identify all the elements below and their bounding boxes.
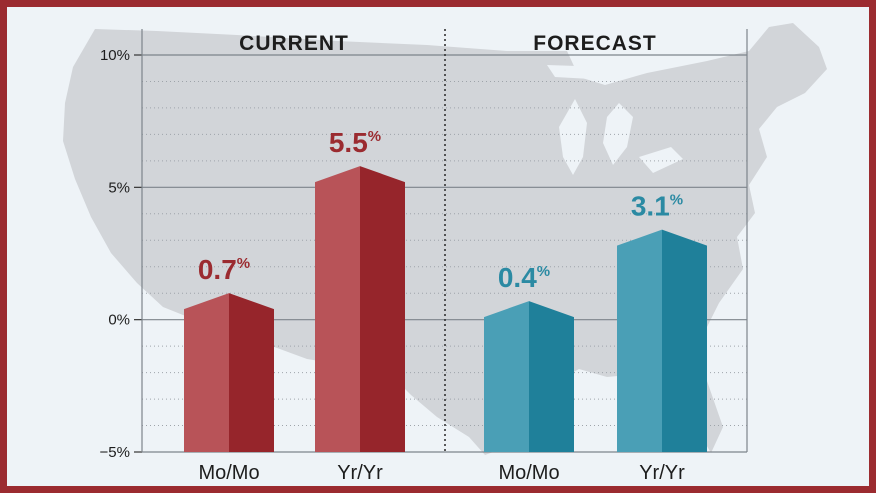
chart-svg: 10% 5% 0% −5% CURRENT Mo/Mo 0.7% Yr/Yr 5.5% FORE… xyxy=(63,23,827,484)
data-label-unit: % xyxy=(237,255,250,272)
bar-left-face xyxy=(315,166,360,452)
data-label-value: 3.1 xyxy=(631,191,670,222)
data-label-value: 0.7 xyxy=(198,254,237,285)
data-label: 0.4% xyxy=(498,262,550,293)
y-tick-label: 10% xyxy=(100,47,130,64)
data-label-unit: % xyxy=(368,128,381,145)
bar-right-face xyxy=(360,166,405,452)
bar-right-face xyxy=(229,293,274,452)
bar-right-face xyxy=(529,301,574,452)
x-category-label: Yr/Yr xyxy=(337,462,383,484)
data-label-value: 5.5 xyxy=(329,127,368,158)
axes: 10% 5% 0% −5% xyxy=(100,29,748,461)
data-label-unit: % xyxy=(670,192,683,209)
y-tick-label: 5% xyxy=(108,179,130,196)
bar-left-face xyxy=(184,293,229,452)
panel-title: FORECAST xyxy=(533,32,657,55)
x-category-label: Mo/Mo xyxy=(498,462,559,484)
bar-left-face xyxy=(617,229,662,452)
data-label: 5.5% xyxy=(329,127,381,158)
y-tick-label: −5% xyxy=(100,444,130,461)
x-category-label: Yr/Yr xyxy=(639,462,685,484)
x-category-label: Mo/Mo xyxy=(198,462,259,484)
data-label: 3.1% xyxy=(631,191,683,222)
y-tick-label: 0% xyxy=(108,312,130,329)
bars xyxy=(184,166,707,452)
data-label-value: 0.4 xyxy=(498,262,537,293)
labels: CURRENT Mo/Mo 0.7% Yr/Yr 5.5% FORECAST Mo/Mo 0.… xyxy=(198,32,685,484)
bar-left-face xyxy=(484,301,529,452)
bar-right-face xyxy=(662,229,707,452)
data-label-unit: % xyxy=(537,263,550,280)
data-label: 0.7% xyxy=(198,254,250,285)
panel-title: CURRENT xyxy=(239,32,349,55)
